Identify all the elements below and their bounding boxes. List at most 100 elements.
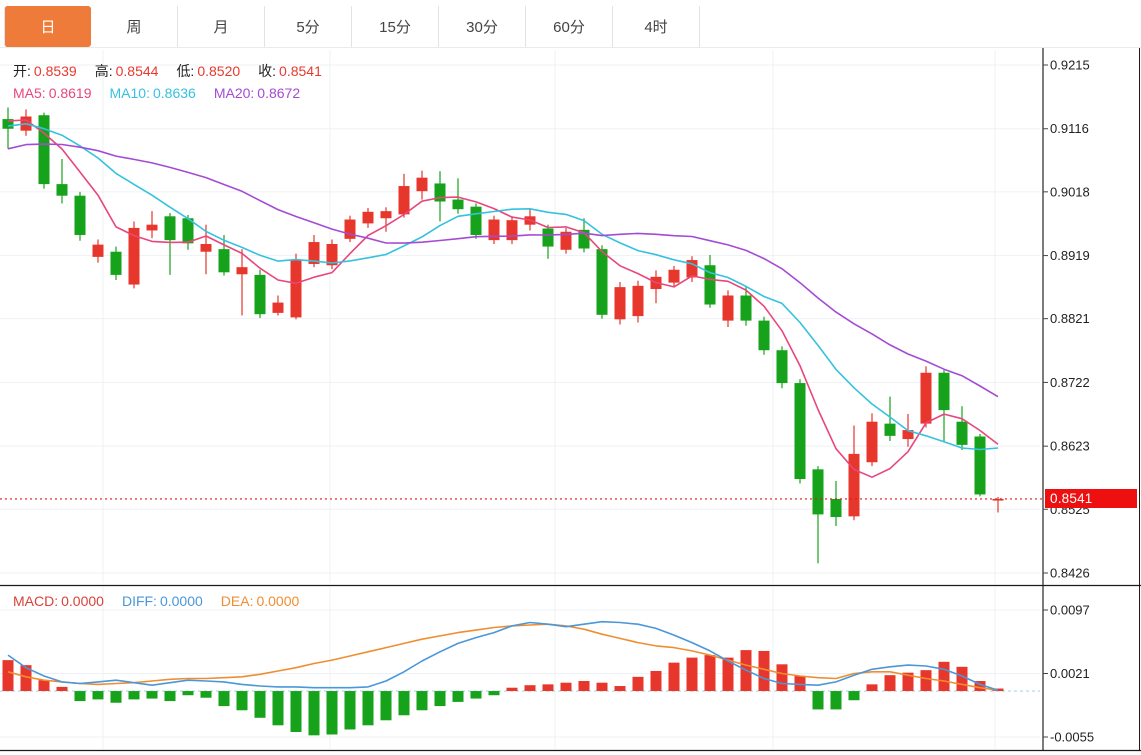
macd-hist-bar [326, 691, 338, 735]
candle-body [902, 430, 914, 440]
candle-body [686, 260, 698, 278]
macd-hist-bar [560, 682, 572, 692]
candle-body [110, 251, 122, 275]
candle-body [830, 498, 842, 517]
tab-interval-7[interactable]: 4时 [613, 6, 700, 47]
candle-body [200, 243, 212, 252]
tab-interval-5[interactable]: 30分 [439, 6, 526, 47]
tab-interval-4[interactable]: 15分 [352, 6, 439, 47]
macd-hist-bar [542, 684, 554, 692]
candle-body [380, 211, 392, 219]
candle-body [812, 469, 824, 515]
axis-label: 0.9018 [1050, 184, 1090, 199]
macd-hist-bar [110, 691, 122, 703]
tab-interval-1[interactable]: 周 [91, 6, 178, 47]
candle-body [398, 186, 410, 215]
macd-hist-bar [182, 691, 194, 696]
macd-hist-bar [254, 691, 266, 718]
candle-body [974, 436, 986, 495]
macd-hist-bar [866, 684, 878, 692]
macd-hist-bar [2, 660, 14, 692]
macd-hist-bar [164, 691, 176, 702]
axis-label: 0.8722 [1050, 375, 1090, 390]
candle-body [416, 177, 428, 192]
candle-body [956, 421, 968, 445]
diff-line [7, 620, 999, 691]
candle-body [164, 216, 176, 241]
candle-body [326, 243, 338, 266]
macd-hist-bar [38, 680, 50, 692]
ma10-line [7, 123, 999, 451]
macd-hist-bar [416, 691, 428, 711]
macd-hist-bar [272, 691, 284, 726]
macd-hist-bar [776, 664, 788, 692]
candle-body [866, 421, 878, 463]
macd-hist-bar [938, 661, 950, 692]
ma5-line [7, 119, 999, 479]
macd-hist-bar [488, 691, 500, 696]
candle-body [470, 206, 482, 235]
candle-body [578, 229, 590, 249]
axis-label-macd: 0.0021 [1050, 666, 1090, 681]
macd-hist-bar [596, 682, 608, 692]
macd-hist-bar [848, 691, 860, 701]
tab-interval-2[interactable]: 月 [178, 6, 265, 47]
candle-body [668, 269, 680, 283]
axis-label: 0.8821 [1050, 311, 1090, 326]
macd-hist-bar [218, 691, 230, 707]
candle-body [182, 218, 194, 244]
candle-body [290, 260, 302, 318]
macd-hist-bar [758, 650, 770, 692]
dea-line [7, 623, 999, 691]
macd-hist-bar [344, 691, 356, 730]
macd-hist-bar [974, 681, 986, 692]
axis-label: 0.8426 [1050, 566, 1090, 581]
candle-body [992, 498, 1004, 501]
current-price-value: 0.8541 [1050, 491, 1093, 506]
candle-body [920, 372, 932, 424]
tab-interval-0[interactable]: 日 [4, 6, 91, 47]
axis-label: 0.8623 [1050, 439, 1090, 454]
candle-body [128, 227, 140, 285]
candle-body [74, 195, 86, 235]
candle-body [2, 119, 14, 129]
macd-hist-bar [830, 691, 842, 710]
macd-hist-bar [128, 691, 140, 700]
candle-body [344, 219, 356, 239]
macd-hist-bar [506, 687, 518, 692]
candle-body [56, 184, 68, 196]
tab-interval-3[interactable]: 5分 [265, 6, 352, 47]
macd-hist-bar [884, 675, 896, 692]
candle-body [632, 285, 644, 317]
macd-hist-bar [704, 655, 716, 692]
candle-body [38, 115, 50, 185]
candle-body [542, 228, 554, 247]
candle-body [884, 423, 896, 436]
macd-hist-bar [812, 691, 824, 710]
candle-body [776, 350, 788, 384]
candle-body [92, 244, 104, 257]
candle-body [848, 453, 860, 517]
ma20-line [7, 143, 999, 398]
macd-hist-bar [956, 666, 968, 692]
candle-body [794, 383, 806, 479]
candle-body [146, 224, 158, 231]
candle-body [434, 183, 446, 202]
axis-label: 0.9116 [1050, 121, 1089, 136]
candle-body [614, 287, 626, 320]
macd-hist-bar [614, 686, 626, 692]
candle-body [740, 295, 752, 321]
macd-hist-bar [362, 691, 374, 726]
macd-hist-bar [794, 676, 806, 692]
macd-hist-bar [668, 662, 680, 692]
tab-interval-6[interactable]: 60分 [526, 6, 613, 47]
macd-hist-bar [380, 691, 392, 721]
candle-body [722, 295, 734, 321]
macd-hist-bar [470, 691, 482, 699]
candle-body [596, 249, 608, 315]
candle-body [560, 231, 572, 250]
candle-body [488, 219, 500, 241]
axis-label: 0.8919 [1050, 248, 1090, 263]
macd-hist-bar [902, 672, 914, 692]
candle-body [218, 249, 230, 273]
